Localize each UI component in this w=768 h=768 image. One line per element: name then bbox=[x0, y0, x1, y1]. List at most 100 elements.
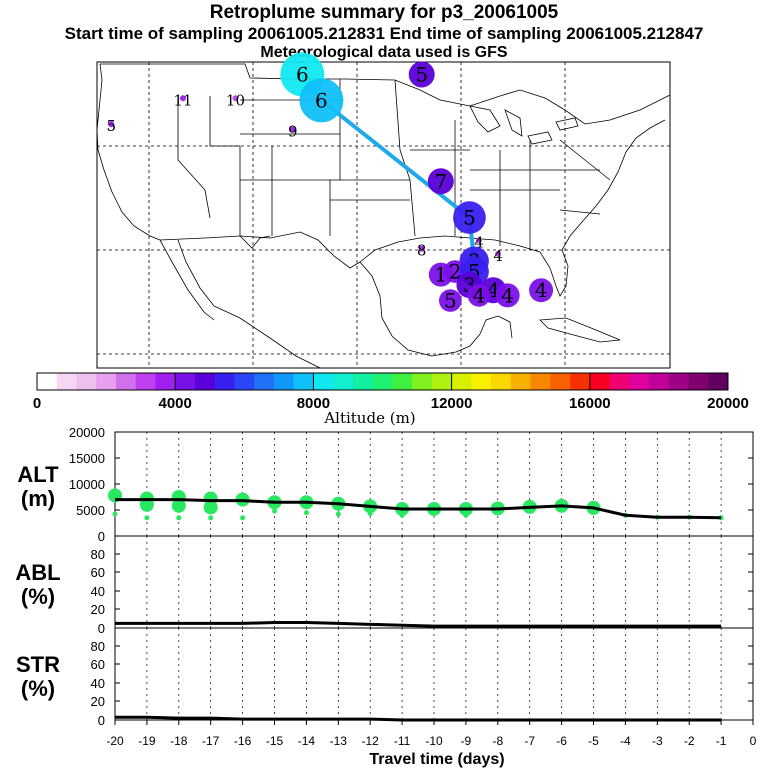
map-marker-circle-17 bbox=[467, 284, 491, 307]
colorbar-swatch-20 bbox=[431, 373, 453, 390]
alt-dot-10 bbox=[208, 515, 214, 521]
x-tick-label--18: -18 bbox=[170, 734, 188, 748]
panel-frame-alt bbox=[114, 431, 754, 537]
map-marker-circle-18 bbox=[495, 283, 520, 308]
colorbar-tick-12000: 12000 bbox=[431, 395, 473, 412]
map-marker-circle-1 bbox=[299, 78, 344, 123]
colorbar-tick-0: 0 bbox=[33, 395, 41, 412]
colorbar-swatch-5 bbox=[135, 373, 156, 390]
panel-ylabel-unit-alt: (m) bbox=[21, 486, 55, 511]
panel-ylabel-unit-str: (%) bbox=[21, 676, 55, 701]
colorbar-swatch-25 bbox=[530, 373, 551, 390]
map-marker-label-5: 9 bbox=[288, 122, 298, 140]
colorbar-swatch-16 bbox=[352, 373, 374, 390]
map-marker-circle-5 bbox=[289, 126, 296, 133]
y-tick-label-40: 40 bbox=[91, 676, 105, 691]
map-marker-circle-20 bbox=[439, 289, 462, 312]
x-tick-label--1: -1 bbox=[716, 734, 727, 748]
x-tick-label--12: -12 bbox=[362, 734, 380, 748]
map-marker-label-20: 5 bbox=[444, 289, 457, 313]
map-marker-circle-8 bbox=[476, 237, 482, 244]
x-tick-label--14: -14 bbox=[298, 734, 316, 748]
colorbar-frame bbox=[36, 372, 729, 391]
map-marker-circle-7 bbox=[453, 201, 486, 234]
series-line-alt bbox=[115, 498, 722, 520]
colorbar-swatch-14 bbox=[313, 373, 334, 390]
map-frame bbox=[96, 61, 671, 369]
panel-abl: 80 60 40 20 0 ABL(%) bbox=[15, 535, 754, 636]
colorbar-tick-16000: 16000 bbox=[569, 395, 611, 412]
map-marker-label-4: 10 bbox=[226, 91, 245, 109]
y-tick-label-20000: 20000 bbox=[69, 425, 105, 440]
x-tick-label--16: -16 bbox=[234, 734, 252, 748]
x-tick-label--8: -8 bbox=[492, 734, 503, 748]
colorbar-swatch-1 bbox=[56, 373, 77, 390]
colorbar-swatch-28 bbox=[589, 373, 611, 390]
map-marker-label-6: 7 bbox=[434, 169, 447, 193]
colorbar-swatch-33 bbox=[688, 373, 709, 390]
x-tick-label--17: -17 bbox=[202, 734, 220, 748]
x-tick-label--11: -11 bbox=[394, 734, 411, 748]
x-tick-label--4: -4 bbox=[620, 734, 631, 748]
x-axis: -20 -19 -18 -17 -16 -15 -14 -13 -12 -11 -10 -9 -8 -7-… bbox=[106, 720, 757, 768]
x-tick-label--13: -13 bbox=[330, 734, 348, 748]
colorbar-swatch-4 bbox=[115, 373, 137, 390]
map-marker-label-18: 4 bbox=[501, 283, 514, 307]
alt-dot-6 bbox=[171, 498, 186, 513]
colorbar-swatch-21 bbox=[451, 373, 472, 390]
colorbar-swatch-24 bbox=[510, 373, 532, 390]
alt-dot-25 bbox=[463, 512, 469, 518]
map-marker-label-3: 11 bbox=[173, 91, 192, 109]
y-tick-label-40: 40 bbox=[91, 584, 105, 599]
time-series-panels: 20000150001000050000ALT(m)806040200ABL(%… bbox=[15, 425, 756, 768]
map-marker-label-13: 2 bbox=[449, 260, 462, 284]
colorbar-tick-4000: 4000 bbox=[159, 395, 192, 412]
map-marker-label-21: 5 bbox=[107, 117, 117, 135]
y-tick-label-60: 60 bbox=[91, 657, 105, 672]
colorbar-swatch-2 bbox=[76, 373, 97, 390]
panel-ylabel-unit-abl: (%) bbox=[21, 584, 55, 609]
colorbar-swatch-9 bbox=[214, 373, 235, 390]
y-tick-label-20: 20 bbox=[91, 694, 105, 709]
x-tick-label--7: -7 bbox=[524, 734, 535, 748]
alt-dot-4 bbox=[144, 515, 150, 521]
colorbar-tick-20000: 20000 bbox=[707, 395, 749, 412]
colorbar-swatch-23 bbox=[491, 373, 512, 390]
x-tick-label--2: -2 bbox=[684, 734, 695, 748]
colorbar-swatch-19 bbox=[412, 373, 433, 390]
colorbar-swatch-34 bbox=[708, 373, 729, 390]
colorbar-swatch-32 bbox=[668, 373, 690, 390]
map-marker-circle-2 bbox=[408, 61, 435, 88]
y-tick-label-60: 60 bbox=[91, 565, 105, 580]
colorbar-swatch-7 bbox=[175, 373, 196, 390]
y-tick-label-80: 80 bbox=[91, 547, 105, 562]
colorbar-label: Altitude (m) bbox=[323, 409, 415, 427]
map-marker-label-1: 6 bbox=[315, 88, 328, 112]
map-marker-label-12: 1 bbox=[434, 263, 447, 287]
y-tick-label-80: 80 bbox=[91, 639, 105, 654]
alt-dot-14 bbox=[272, 508, 277, 514]
y-tick-label-10000: 10000 bbox=[69, 477, 105, 492]
map-marker-label-9: 4 bbox=[493, 247, 503, 265]
colorbar-swatch-12 bbox=[273, 373, 295, 390]
figure-title: Retroplume summary for p3_20061005 bbox=[209, 2, 559, 23]
alt-dot-1 bbox=[112, 511, 118, 517]
map-marker-label-0: 6 bbox=[296, 62, 309, 86]
y-tick-label-0: 0 bbox=[98, 529, 105, 544]
colorbar-swatch-11 bbox=[254, 373, 275, 390]
x-tick-label--20: -20 bbox=[106, 734, 124, 748]
alt-dot-22 bbox=[399, 512, 405, 518]
colorbar-swatch-10 bbox=[234, 373, 255, 390]
alt-dot-16 bbox=[303, 510, 309, 516]
colorbar-swatch-8 bbox=[194, 373, 216, 390]
x-tick-label--15: -15 bbox=[266, 734, 284, 748]
x-tick-label--9: -9 bbox=[461, 734, 472, 748]
colorbar-swatch-27 bbox=[570, 373, 591, 390]
panel-ylabel-str: STR bbox=[16, 652, 60, 677]
series-line-str bbox=[115, 715, 722, 722]
map-markers: 665111097544831254344455 bbox=[107, 52, 554, 313]
colorbar-swatch-13 bbox=[293, 373, 314, 390]
x-axis-title: Travel time (days) bbox=[369, 751, 504, 768]
colorbar-tick-8000: 8000 bbox=[297, 395, 330, 412]
